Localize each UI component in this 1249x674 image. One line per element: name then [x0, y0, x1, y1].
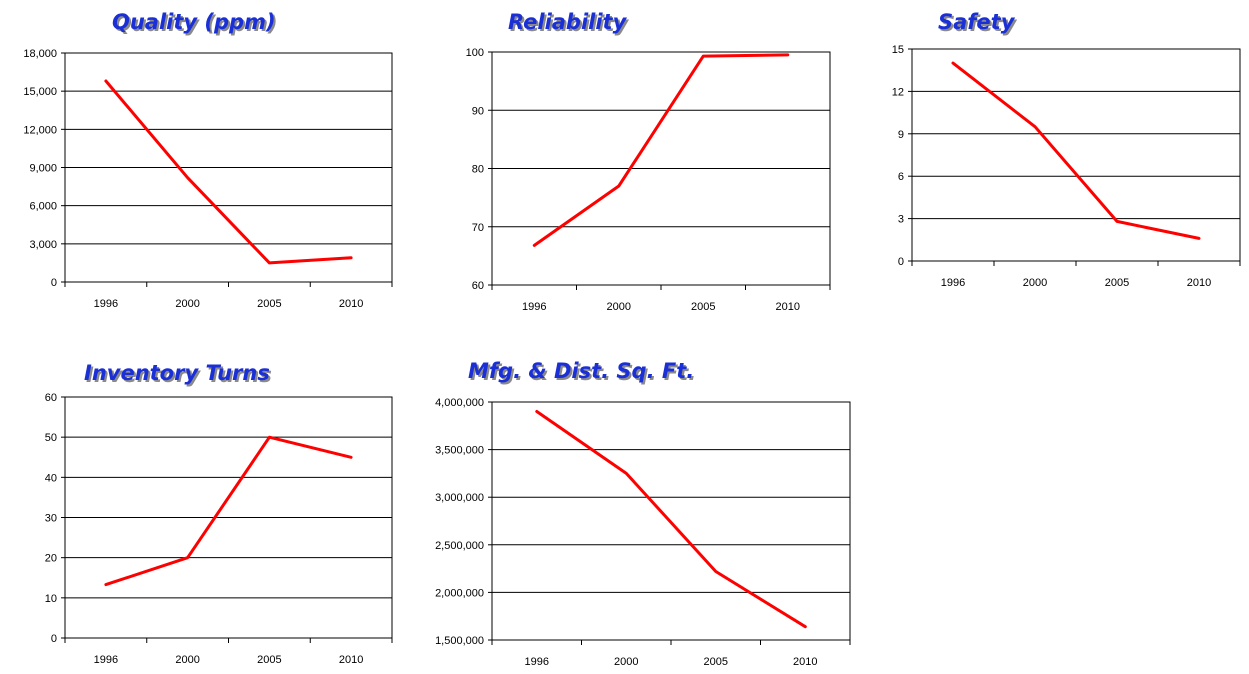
chart-title-shadow: Mfg. & Dist. Sq. Ft. — [470, 361, 696, 385]
y-tick-label: 6,000 — [29, 201, 57, 213]
series-line — [535, 410, 807, 629]
series-line — [951, 61, 1201, 240]
x-tick-label: 2010 — [1187, 277, 1211, 289]
y-tick-label: 6 — [898, 171, 904, 183]
y-tick-label: 3,500,000 — [435, 445, 484, 457]
x-tick-label: 2005 — [691, 301, 715, 313]
y-tick-label: 70 — [472, 222, 484, 234]
chart-title-shadow: Safety — [940, 12, 1018, 36]
chart-title-shadow: Inventory Turns — [86, 363, 272, 387]
x-tick-label: 2005 — [1105, 277, 1129, 289]
chart-quality-ppm: Quality (ppm)Quality (ppm)03,0006,0009,0… — [23, 10, 393, 310]
y-tick-label: 3,000 — [29, 239, 57, 251]
x-tick-label: 2010 — [793, 656, 817, 668]
y-tick-label: 18,000 — [23, 48, 57, 60]
x-tick-label: 2005 — [257, 298, 281, 310]
y-tick-label: 9 — [898, 129, 904, 141]
y-tick-label: 0 — [898, 256, 904, 268]
series-line — [104, 435, 353, 587]
x-tick-label: 2000 — [175, 298, 199, 310]
y-tick-label: 50 — [45, 432, 57, 444]
x-tick-label: 2000 — [607, 301, 631, 313]
y-tick-label: 0 — [51, 633, 57, 645]
y-tick-label: 12,000 — [23, 124, 57, 136]
y-tick-label: 40 — [45, 472, 57, 484]
y-tick-label: 12 — [892, 86, 904, 98]
y-tick-label: 10 — [45, 593, 57, 605]
x-tick-label: 2000 — [1023, 277, 1047, 289]
y-tick-label: 15,000 — [23, 86, 57, 98]
y-tick-label: 90 — [472, 105, 484, 117]
y-tick-label: 9,000 — [29, 163, 57, 175]
series-line — [104, 79, 353, 265]
x-tick-label: 2000 — [175, 654, 199, 666]
y-tick-label: 60 — [472, 280, 484, 292]
chart-title: Mfg. & Dist. Sq. Ft. — [468, 359, 694, 383]
y-tick-label: 80 — [472, 164, 484, 176]
chart-title: Safety — [938, 10, 1016, 34]
y-tick-label: 20 — [45, 553, 57, 565]
x-tick-label: 1996 — [94, 654, 118, 666]
x-tick-label: 1996 — [522, 301, 546, 313]
y-tick-label: 3,000,000 — [435, 492, 484, 504]
y-tick-label: 2,000,000 — [435, 587, 484, 599]
y-tick-label: 100 — [466, 47, 484, 59]
y-tick-label: 4,000,000 — [435, 397, 484, 409]
y-tick-label: 2,500,000 — [435, 540, 484, 552]
chart-title: Quality (ppm) — [112, 10, 276, 34]
y-tick-label: 0 — [51, 277, 57, 289]
chart-mfg-dist-sq-ft: Mfg. & Dist. Sq. Ft.Mfg. & Dist. Sq. Ft.… — [435, 359, 851, 668]
x-tick-label: 1996 — [525, 656, 549, 668]
chart-title-shadow: Quality (ppm) — [114, 12, 278, 36]
chart-title: Inventory Turns — [84, 361, 270, 385]
x-tick-label: 2000 — [614, 656, 638, 668]
x-tick-label: 2010 — [776, 301, 800, 313]
x-tick-label: 2010 — [339, 654, 363, 666]
chart-title-shadow: Reliability — [510, 12, 630, 36]
y-tick-label: 30 — [45, 513, 57, 525]
x-tick-label: 1996 — [941, 277, 965, 289]
chart-title: Reliability — [508, 10, 628, 34]
y-tick-label: 60 — [45, 392, 57, 404]
plot-frame — [911, 48, 1241, 262]
y-tick-label: 15 — [892, 44, 904, 56]
y-tick-label: 3 — [898, 214, 904, 226]
series-line — [532, 53, 790, 247]
x-tick-label: 1996 — [94, 298, 118, 310]
y-tick-label: 1,500,000 — [435, 635, 484, 647]
x-tick-label: 2005 — [704, 656, 728, 668]
x-tick-label: 2005 — [257, 654, 281, 666]
x-tick-label: 2010 — [339, 298, 363, 310]
